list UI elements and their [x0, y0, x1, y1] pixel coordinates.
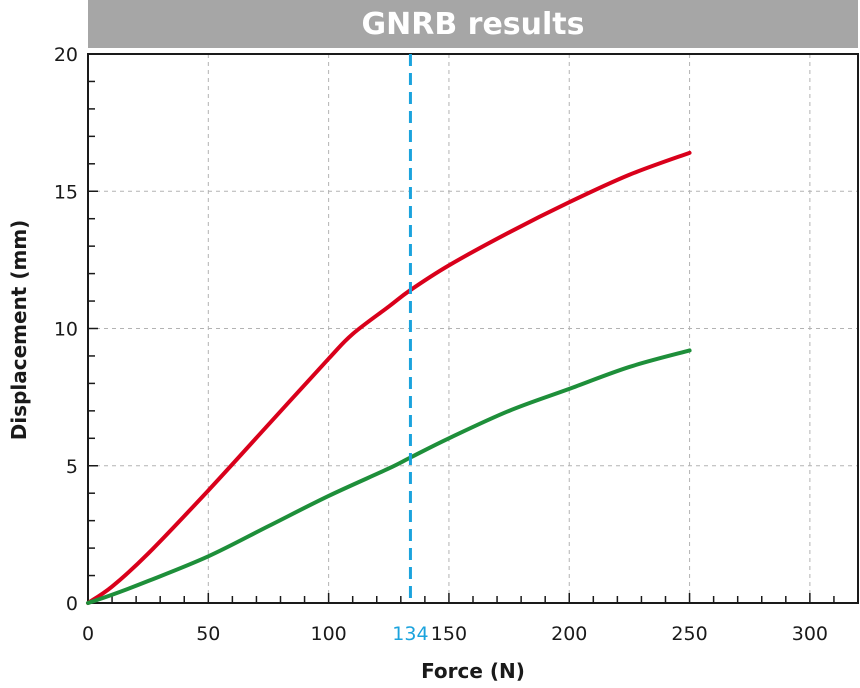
x-tick-label: 0 [82, 623, 94, 645]
y-axis-label: Displacement (mm) [7, 220, 31, 441]
x-tick-label: 200 [551, 623, 587, 645]
x-tick-label: 250 [671, 623, 707, 645]
y-tick-label: 15 [54, 181, 78, 203]
reference-line-label: 134 [392, 623, 428, 645]
y-tick-label: 10 [54, 319, 78, 341]
x-axis-label: Force (N) [421, 659, 525, 683]
grid [88, 54, 858, 603]
y-tick-label: 5 [66, 456, 78, 478]
series-layer [86, 150, 692, 605]
y-tick-label: 20 [54, 44, 78, 66]
x-tick-label: 100 [310, 623, 346, 645]
chart-title: GNRB results [88, 0, 858, 48]
tick-labels: 0 50 100 150 200 250 300 134 0 5 10 15 20 [54, 44, 828, 645]
ticks [87, 53, 859, 604]
y-tick-label: 0 [66, 593, 78, 615]
x-tick-label: 50 [196, 623, 220, 645]
x-tick-label: 300 [792, 623, 828, 645]
series-line-1 [86, 150, 692, 605]
series-line-2 [86, 348, 692, 605]
x-tick-label: 150 [431, 623, 467, 645]
